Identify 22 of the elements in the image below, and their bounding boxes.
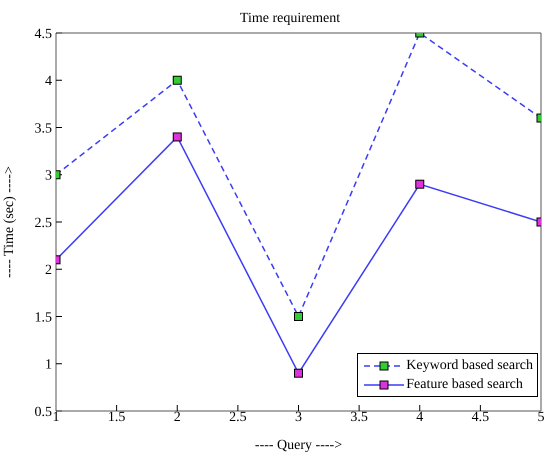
x-tick-label: 4.5 bbox=[472, 410, 490, 425]
chart-title: Time requirement bbox=[240, 11, 340, 26]
x-tick-label: 5 bbox=[538, 410, 544, 425]
x-tick-label: 2.5 bbox=[229, 410, 247, 425]
legend-label: Feature based search bbox=[406, 376, 523, 392]
y-tick-label: 1 bbox=[45, 358, 52, 373]
x-axis-title: ---- Query ----> bbox=[254, 438, 342, 453]
y-tick-label: 2 bbox=[45, 263, 52, 278]
x-tick-label: 2 bbox=[174, 410, 181, 425]
y-tick-label: 1.5 bbox=[34, 310, 52, 326]
legend-label: Keyword based search bbox=[406, 358, 533, 374]
y-tick-label: 0.5 bbox=[34, 404, 52, 420]
y-axis-title: ---- Time (sec) ----> bbox=[2, 166, 17, 278]
y-tick-label: 3 bbox=[45, 168, 52, 184]
x-tick-label: 4 bbox=[416, 410, 424, 425]
y-tick-label: 2.5 bbox=[34, 216, 52, 231]
x-tick-label: 3.5 bbox=[350, 410, 368, 425]
y-tick-label: 4.5 bbox=[34, 26, 52, 42]
x-tick-label: 3 bbox=[295, 410, 302, 425]
y-tick-label: 3.5 bbox=[34, 121, 52, 136]
x-tick-label: 1.5 bbox=[108, 410, 126, 425]
y-tick-label: 4 bbox=[45, 74, 52, 90]
